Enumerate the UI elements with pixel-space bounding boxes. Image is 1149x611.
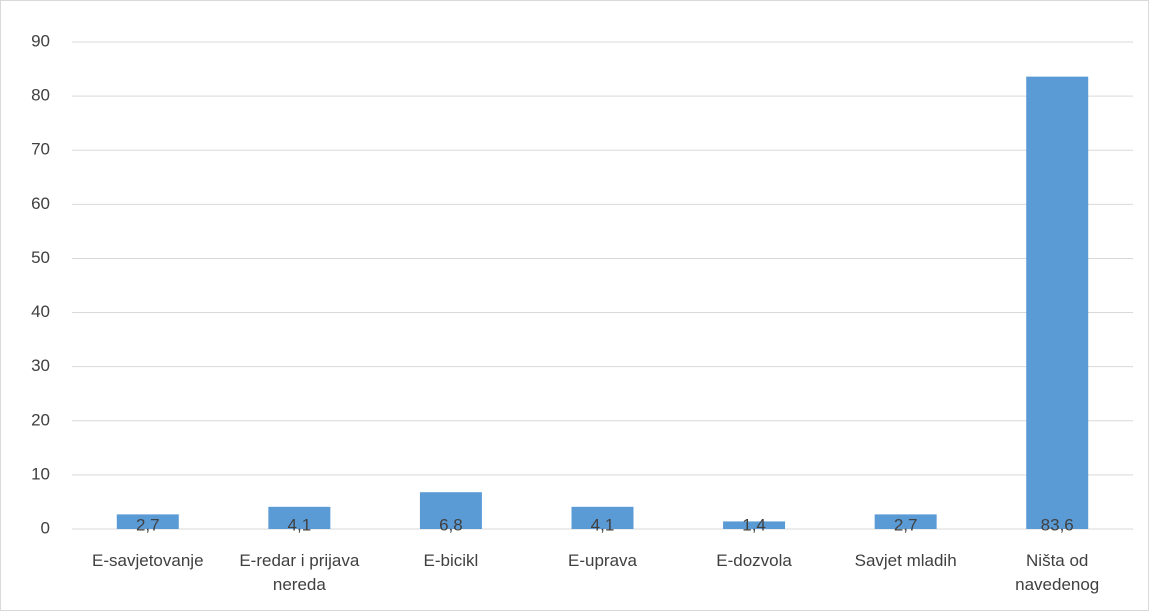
bar [723,521,786,529]
bar [1026,76,1089,530]
y-tick-label: 60 [31,194,50,213]
value-label: 4,1 [591,515,615,534]
x-tick-label: E-savjetovanje [92,551,204,570]
value-label: 1,4 [742,515,766,534]
value-label: 2,7 [136,515,160,534]
x-tick-label: E-uprava [568,551,637,570]
bar [268,506,331,529]
x-tick-label: E-bicikl [423,551,479,570]
value-label: 2,7 [894,515,918,534]
y-tick-label: 0 [41,518,50,537]
value-label: 83,6 [1041,515,1074,534]
value-label: 6,8 [439,515,463,534]
x-tick-label: Savjet mladih [854,551,957,570]
y-tick-label: 90 [31,31,50,50]
y-tick-label: 50 [31,248,50,267]
x-tick-label: E-redar i prijava nereda [239,551,360,594]
y-tick-label: 80 [31,86,50,105]
value-label: 4,1 [288,515,312,534]
bar [116,514,179,529]
x-tick-label: Ništa od navedenog [1015,551,1100,594]
y-tick-label: 40 [31,302,50,321]
bar [419,492,482,529]
bar [874,514,937,529]
y-tick-label: 70 [31,140,50,159]
y-tick-label: 30 [31,356,50,375]
y-tick-label: 20 [31,410,50,429]
x-tick-label: E-dozvola [716,551,792,570]
y-tick-label: 10 [31,464,50,483]
bar [571,506,634,529]
